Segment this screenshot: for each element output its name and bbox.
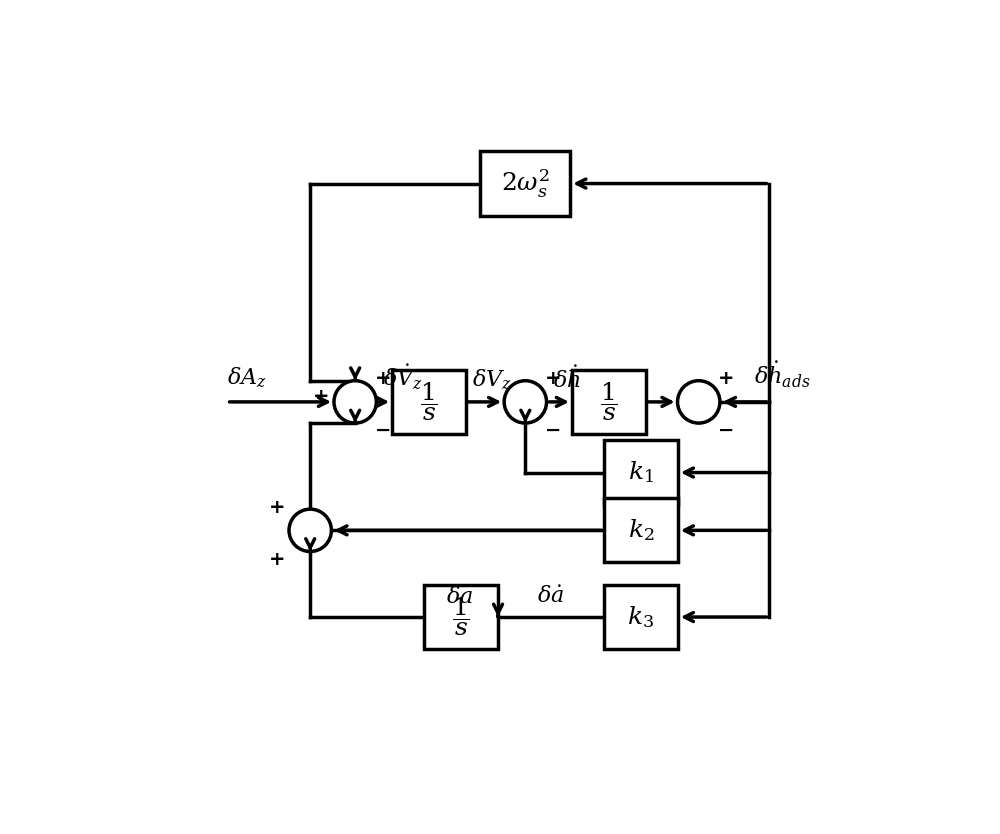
Text: $\delta\dot{V}_z$: $\delta\dot{V}_z$ (383, 363, 423, 392)
Text: $\dfrac{1}{s}$: $\dfrac{1}{s}$ (600, 380, 618, 424)
Bar (604, 585, 678, 649)
Text: $k_3$: $k_3$ (627, 604, 654, 630)
Text: +: + (269, 550, 286, 569)
Circle shape (504, 380, 547, 423)
Circle shape (334, 380, 376, 423)
Text: $k_2$: $k_2$ (628, 517, 654, 543)
Text: $\dfrac{1}{s}$: $\dfrac{1}{s}$ (452, 595, 470, 639)
Circle shape (678, 380, 720, 423)
Text: $\delta\dot{h}_{ads}$: $\delta\dot{h}_{ads}$ (754, 360, 811, 390)
Text: $\delta V_z$: $\delta V_z$ (472, 367, 512, 392)
Text: −: − (545, 421, 561, 440)
Text: $\dfrac{1}{s}$: $\dfrac{1}{s}$ (420, 380, 438, 424)
Text: $\delta\dot{h}$: $\delta\dot{h}$ (553, 365, 581, 392)
Bar (480, 152, 570, 216)
Bar (604, 498, 678, 562)
Text: +: + (718, 369, 735, 389)
Text: +: + (313, 387, 329, 406)
Text: $\delta\dot{a}$: $\delta\dot{a}$ (537, 585, 565, 607)
Text: $\delta A_z$: $\delta A_z$ (227, 366, 266, 390)
Text: $2\omega_s^2$: $2\omega_s^2$ (501, 168, 550, 199)
Bar (424, 585, 498, 649)
Bar (572, 369, 646, 434)
Text: −: − (718, 421, 735, 440)
Text: $k_1$: $k_1$ (628, 460, 654, 485)
Text: +: + (375, 369, 391, 389)
Text: +: + (545, 369, 561, 389)
Text: −: − (375, 421, 391, 440)
Circle shape (289, 509, 331, 551)
Bar (392, 369, 466, 434)
Text: +: + (269, 498, 286, 517)
Bar (604, 440, 678, 505)
Text: $\delta a$: $\delta a$ (446, 585, 473, 607)
